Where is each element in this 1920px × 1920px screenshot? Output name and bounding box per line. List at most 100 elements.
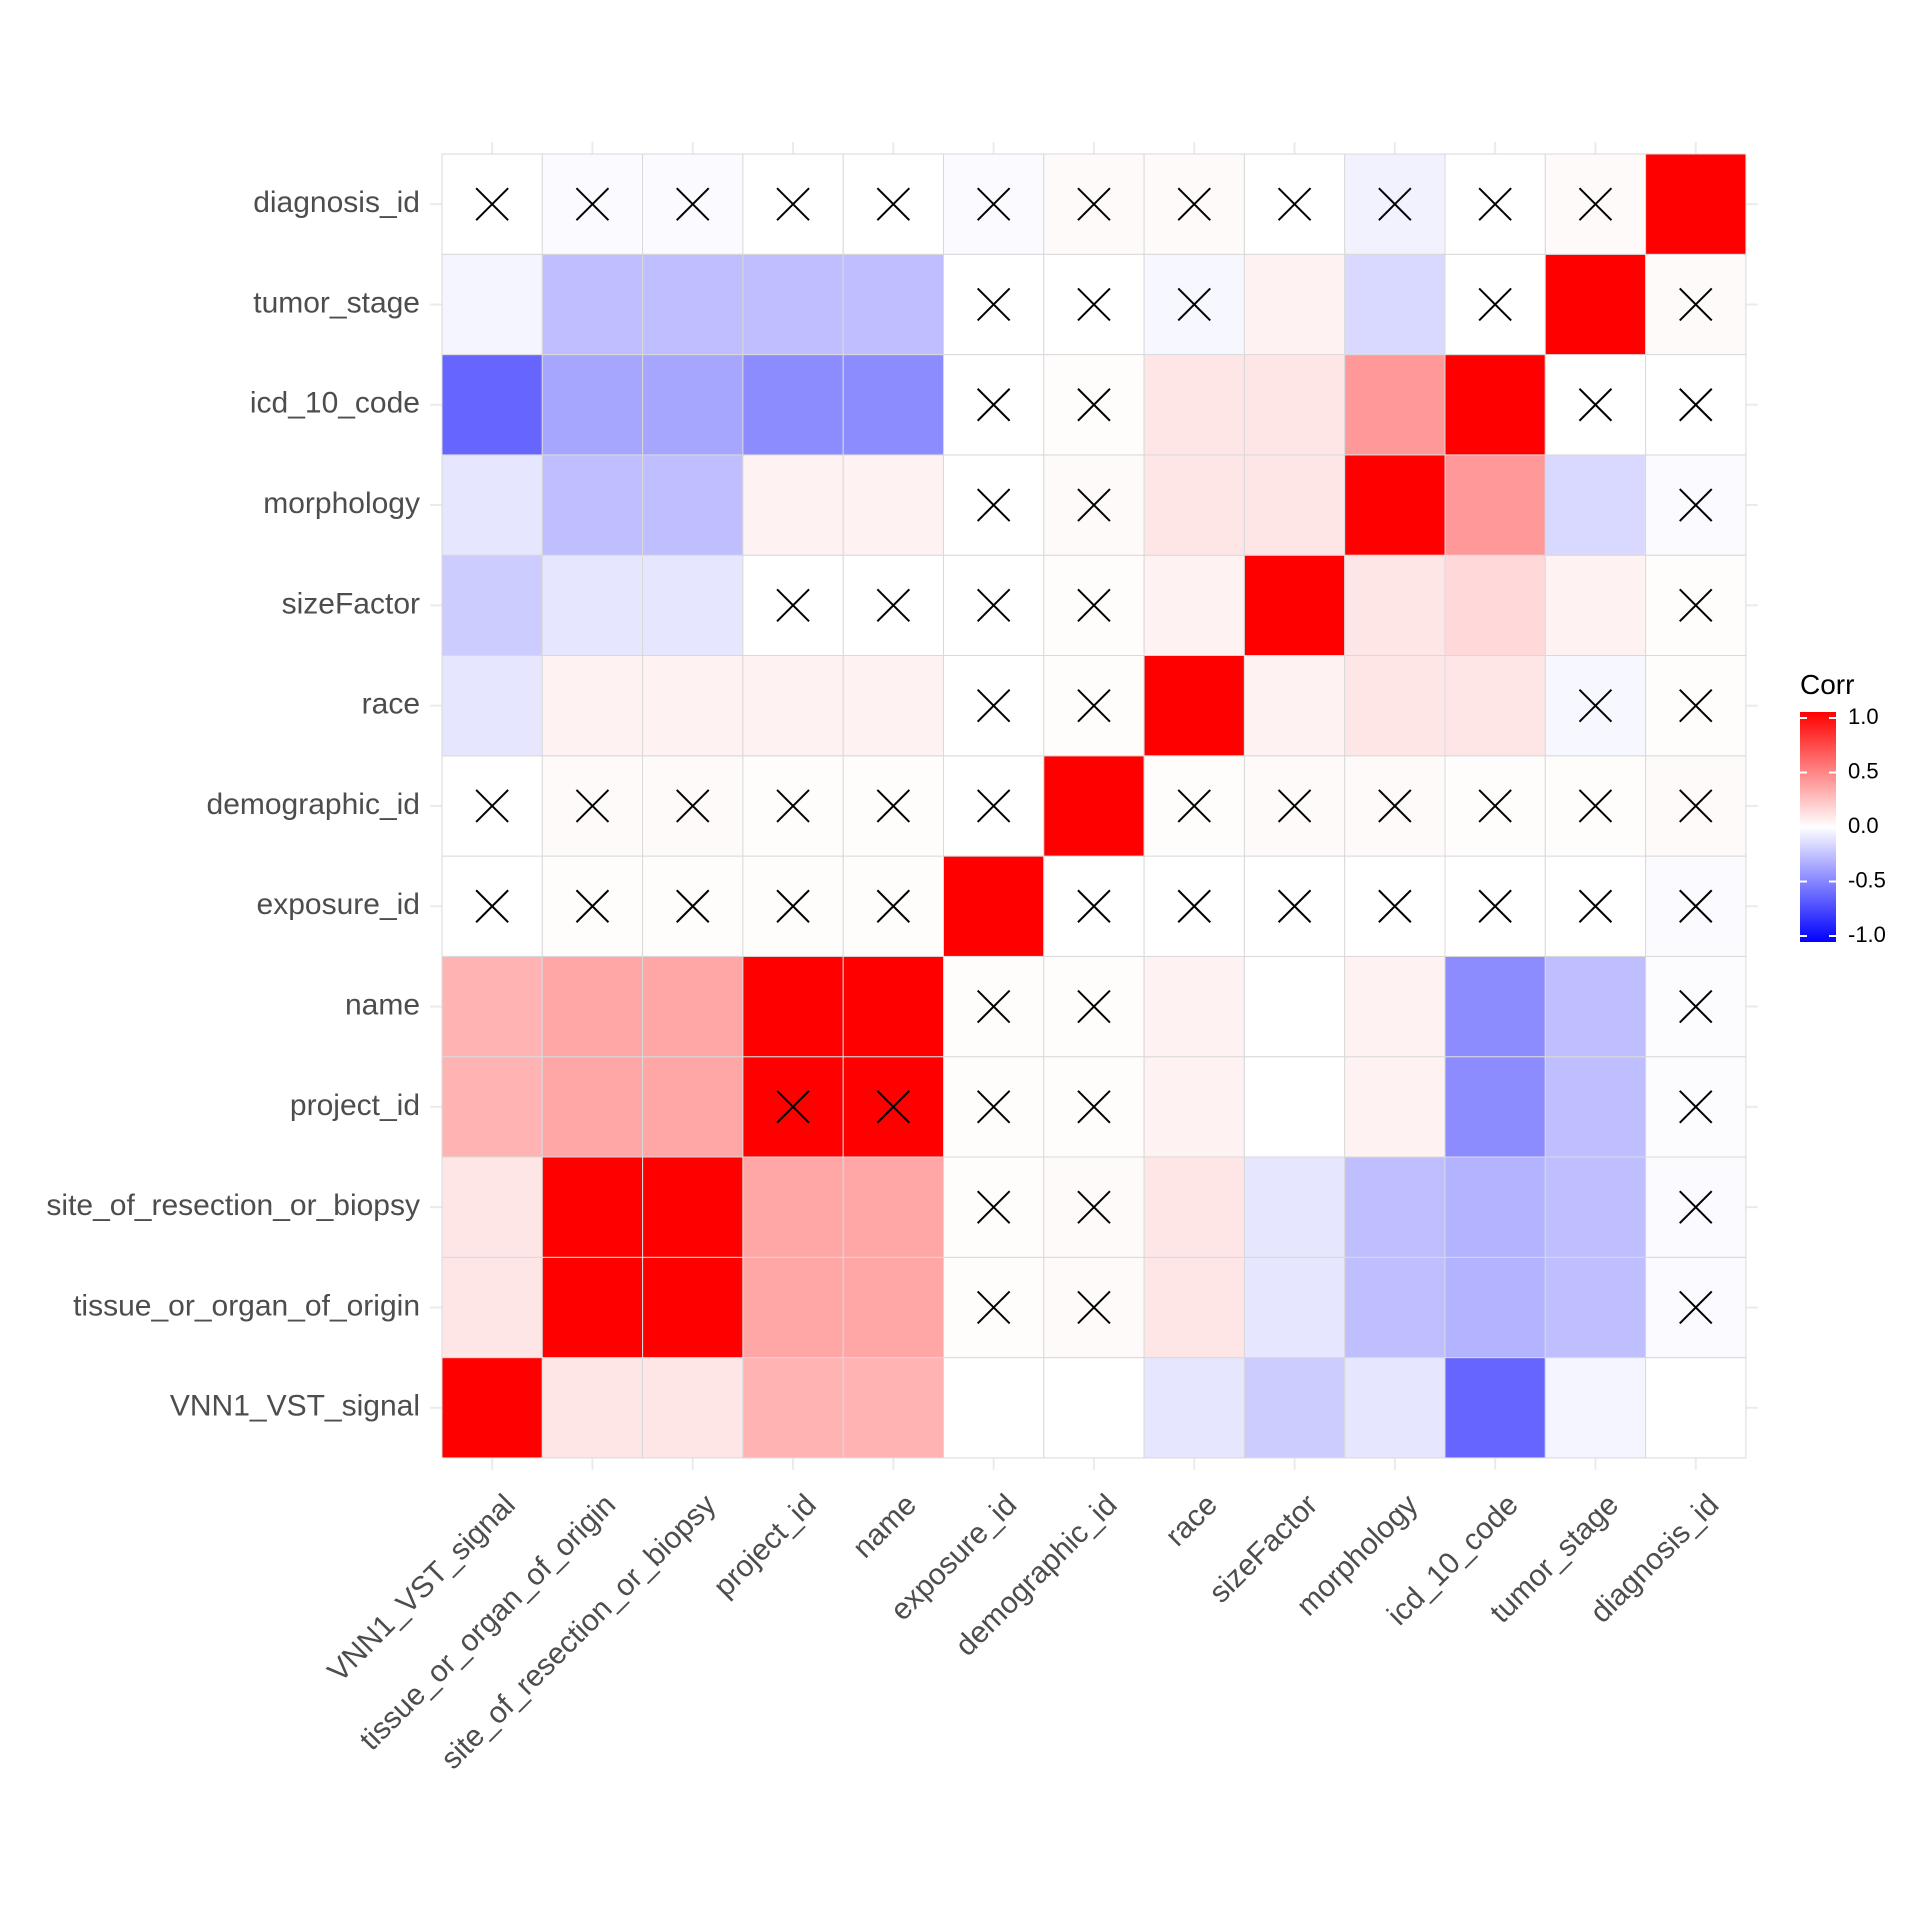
heatmap-cell [1544,1256,1647,1359]
insignificant-cross [876,789,911,823]
heatmap-cell [1243,1056,1346,1158]
insignificant-cross [1277,187,1312,221]
x-axis-labels: VNN1_VST_signaltissue_or_organ_of_origin… [322,1488,1726,1775]
insignificant-cross [475,187,509,221]
y-axis-label: race [362,688,420,721]
insignificant-cross [976,789,1011,823]
x-axis-label: race [1159,1488,1224,1553]
insignificant-cross [1679,789,1713,823]
insignificant-cross [1378,187,1412,221]
legend: Corr 1.0 0.5 0.0 -0.5 -1.0 [1800,669,1886,947]
insignificant-cross [1679,1290,1713,1325]
heatmap-cell [1243,955,1346,1058]
x-axis-label: project_id [707,1488,822,1603]
heatmap-cell [1043,755,1145,857]
heatmap-cell [1344,253,1446,356]
insignificant-cross [1679,889,1713,923]
heatmap-cell [1344,454,1446,556]
heatmap-cell [1444,1056,1546,1158]
insignificant-cross [1077,187,1111,221]
heatmap-cell [1344,655,1446,757]
x-axis-label: name [847,1488,923,1564]
insignificant-cross [575,889,610,923]
insignificant-cross [1077,688,1111,723]
heatmap-cell [642,955,744,1058]
y-axis-label: sizeFactor [282,587,420,620]
heatmap-cell [1544,554,1647,657]
heatmap-cell [642,655,744,757]
heatmap-cell [441,354,543,456]
insignificant-cross [1177,287,1211,322]
insignificant-cross [976,1090,1011,1124]
y-axis-label: VNN1_VST_signal [170,1390,420,1423]
insignificant-cross [876,588,911,623]
heatmap-cells [441,153,1747,1459]
legend-tick-label: -1.0 [1848,922,1886,947]
heatmap-cell [642,1357,744,1459]
heatmap-cell [642,554,744,657]
insignificant-cross [1378,789,1412,823]
insignificant-cross [1478,287,1512,322]
insignificant-cross [776,588,810,623]
legend-title: Corr [1800,669,1854,700]
insignificant-cross [976,688,1011,723]
heatmap-cell [742,955,844,1058]
insignificant-cross [976,989,1011,1024]
heatmap-cell [1444,1256,1546,1359]
heatmap-cell [842,253,945,356]
heatmap-cell [1645,855,1747,957]
heatmap-cell [1444,955,1546,1058]
heatmap-cell [541,454,644,556]
heatmap-cell [1544,1056,1647,1158]
insignificant-cross [776,1090,810,1124]
heatmap-cell [1344,1056,1446,1158]
insignificant-cross [876,1090,911,1124]
heatmap-cell [541,1056,644,1158]
heatmap-cell [1143,454,1245,556]
heatmap-cell [1344,1156,1446,1258]
heatmap-cell [642,1256,744,1359]
heatmap-cell [441,955,543,1058]
insignificance-marks [475,187,1713,1325]
heatmap-cell [842,1357,945,1459]
heatmap-cell [1243,253,1346,356]
heatmap-cell [642,1156,744,1258]
heatmap-cell [541,1156,644,1258]
heatmap-cell [541,554,644,657]
heatmap-cell [441,1357,543,1459]
heatmap-cell [642,354,744,456]
insignificant-cross [1077,989,1111,1024]
heatmap-cell [1544,1357,1647,1459]
insignificant-cross [1077,388,1111,422]
insignificant-cross [1277,789,1312,823]
heatmap-cell [1344,354,1446,456]
legend-ticks: 1.0 0.5 0.0 -0.5 -1.0 [1800,704,1886,947]
insignificant-cross [1077,1290,1111,1325]
heatmap-cell [1645,1357,1747,1459]
y-axis-label: site_of_resection_or_biopsy [46,1189,420,1222]
insignificant-cross [1077,1090,1111,1124]
heatmap-cell [1143,354,1245,456]
heatmap-cell [441,253,543,356]
heatmap-cell [1143,554,1245,657]
heatmap-cell [441,655,543,757]
y-axis-label: tissue_or_organ_of_origin [73,1289,420,1322]
insignificant-cross [1478,789,1512,823]
insignificant-cross [1679,287,1713,322]
legend-tick-label: 0.0 [1848,813,1879,838]
heatmap-cell [1243,655,1346,757]
insignificant-cross [1679,688,1713,723]
insignificant-cross [1077,588,1111,623]
insignificant-cross [976,187,1011,221]
insignificant-cross [1679,488,1713,522]
insignificant-cross [976,588,1011,623]
insignificant-cross [1177,789,1211,823]
heatmap-cell [1143,1156,1245,1258]
insignificant-cross [976,1190,1011,1224]
insignificant-cross [1679,989,1713,1024]
heatmap-cell [842,955,945,1058]
heatmap-cell [1243,454,1346,556]
heatmap-cell [943,855,1045,957]
insignificant-cross [1578,388,1613,422]
